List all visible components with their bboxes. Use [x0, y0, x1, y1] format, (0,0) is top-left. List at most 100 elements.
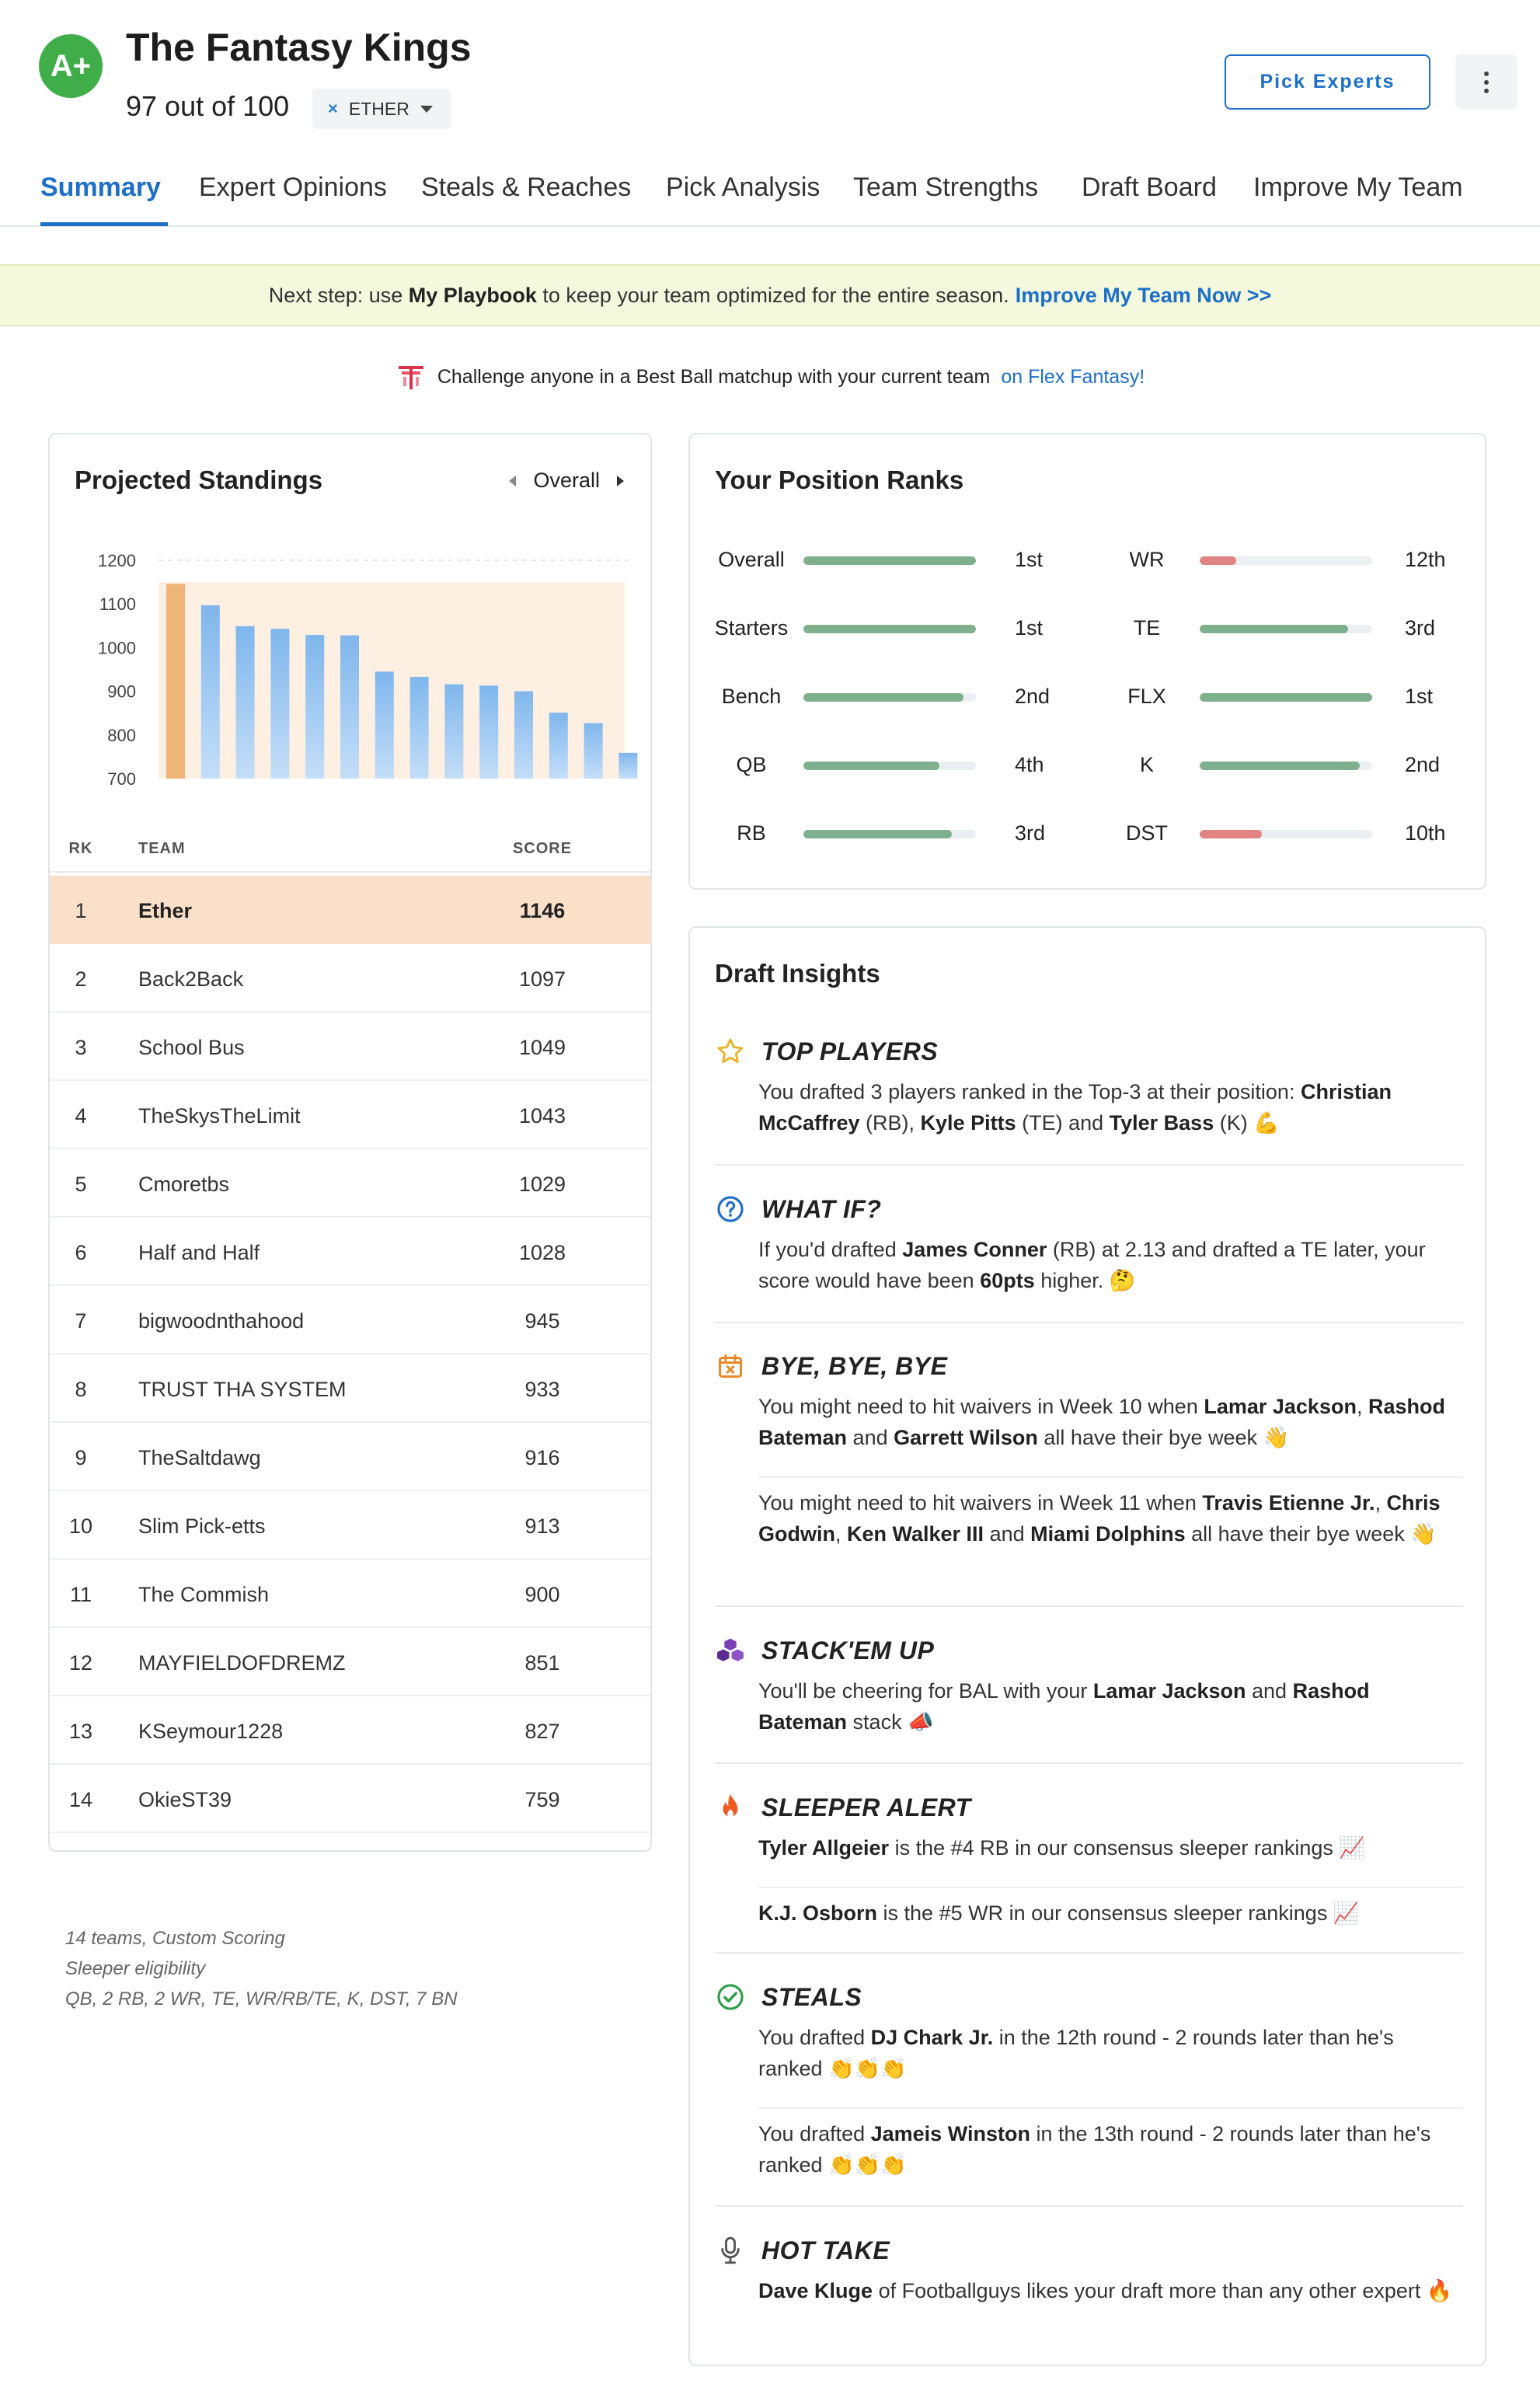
standings-row[interactable]: 1 Ether 1146 [50, 876, 650, 944]
insight-text: Dave Kluge of Footballguys likes your dr… [758, 2275, 1458, 2306]
standings-row[interactable]: 3 School Bus 1049 [50, 1013, 650, 1081]
standings-row[interactable]: 4 TheSkysTheLimit 1043 [50, 1081, 650, 1149]
league-teams-scoring: 14 teams, Custom Scoring [65, 1928, 285, 1949]
row-score: 851 [524, 1651, 560, 1675]
chart-bar[interactable] [340, 635, 359, 779]
tab-expert-opinions[interactable]: Expert Opinions [199, 173, 387, 202]
star-icon [715, 1036, 746, 1067]
rank-value: 1st [1015, 616, 1044, 640]
chart-bar[interactable] [584, 723, 603, 779]
player-name: Tyler Bass [1109, 1111, 1214, 1135]
grade-badge: A+ [39, 34, 103, 98]
chart-bar[interactable] [375, 671, 394, 779]
row-team: Slim Pick-etts [138, 1514, 266, 1538]
standings-row[interactable]: 11 The Commish 900 [50, 1560, 650, 1628]
flex-fantasy-link[interactable]: on Flex Fantasy! [1001, 365, 1145, 388]
section-divider [715, 2205, 1463, 2207]
microphone-icon [715, 2235, 746, 2266]
flame-icon [715, 1792, 746, 1823]
insight-title: STACK'EM UP [761, 1636, 935, 1664]
row-rank: 10 [68, 1514, 93, 1538]
banner-prefix: Next step: use [268, 283, 409, 307]
standings-row[interactable]: 13 KSeymour1228 827 [50, 1696, 650, 1765]
text-segment: stack 📣 [847, 1710, 934, 1734]
standings-row[interactable]: 2 Back2Back 1097 [50, 944, 650, 1013]
player-name: Tyler Allgeier [758, 1836, 890, 1859]
chart-bar[interactable] [305, 635, 325, 779]
rank-bar [1200, 830, 1372, 838]
position-rank-starters: Starters 1st [690, 613, 1485, 644]
row-team: Back2Back [138, 967, 244, 991]
chart-bar[interactable] [200, 605, 220, 779]
more-options-button[interactable] [1455, 54, 1517, 110]
row-rank: 9 [75, 1446, 87, 1469]
tab-draft-board[interactable]: Draft Board [1082, 173, 1217, 202]
kebab-dot [1484, 88, 1489, 93]
team-select[interactable]: × ETHER [312, 89, 451, 129]
standings-row[interactable]: 14 OkieST39 759 [50, 1765, 650, 1833]
position-rank-rb: RB 3rd [690, 818, 1485, 849]
tab-team-strengths[interactable]: Team Strengths [853, 173, 1039, 202]
position-rank-bench: Bench 2nd [690, 681, 1485, 713]
chart-bar[interactable] [166, 584, 185, 779]
rank-label: Bench [721, 685, 782, 708]
rank-value: 3rd [1405, 616, 1436, 640]
row-score: 1029 [518, 1173, 566, 1196]
tab-pick-analysis[interactable]: Pick Analysis [666, 173, 821, 202]
chart-bar[interactable] [479, 685, 499, 779]
tab-steals-reaches[interactable]: Steals & Reaches [421, 173, 632, 202]
standings-title: Projected Standings [75, 465, 323, 494]
chevron-right-icon[interactable] [617, 475, 624, 486]
standings-row[interactable]: 6 Half and Half 1028 [50, 1218, 650, 1286]
standings-row[interactable]: 5 Cmoretbs 1029 [50, 1149, 650, 1218]
standings-table-header: RK TEAM SCORE [50, 823, 650, 873]
rank-value: 2nd [1405, 753, 1441, 776]
insight-text: Tyler Allgeier is the #4 RB in our conse… [758, 1832, 1458, 1863]
clear-icon[interactable]: × [328, 99, 338, 118]
chart-bar[interactable] [270, 629, 290, 779]
text-segment: all have their bye week 👋 [1037, 1426, 1290, 1449]
chart-bar[interactable] [514, 691, 533, 779]
chart-bar[interactable] [409, 677, 429, 779]
row-team: Cmoretbs [138, 1173, 230, 1196]
insight-title: TOP PLAYERS [761, 1037, 939, 1065]
row-score: 913 [524, 1514, 560, 1538]
insight-text: K.J. Osborn is the #5 WR in our consensu… [758, 1898, 1458, 1929]
insight-header: STEALS [715, 1980, 862, 2014]
standings-bar-chart: 1200 1100 1000 900 800 700 [98, 551, 638, 789]
rank-value: 1st [1015, 548, 1044, 571]
row-rank: 1 [75, 899, 87, 922]
rank-bar-fill [1200, 762, 1361, 770]
text-segment: (TE) and [1016, 1111, 1110, 1135]
chart-bar[interactable] [618, 752, 638, 779]
chart-bar[interactable] [235, 626, 255, 779]
row-team: KSeymour1228 [138, 1720, 284, 1743]
insight-title: BYE, BYE, BYE [761, 1351, 948, 1380]
rank-label: Starters [714, 616, 789, 640]
rank-bar-fill [803, 625, 976, 633]
insight-title: STEALS [761, 1982, 862, 2011]
chevron-left-icon[interactable] [509, 475, 517, 486]
row-rank: 7 [75, 1309, 87, 1333]
position-rank-wr: WR 12th [690, 545, 1485, 576]
improve-team-link[interactable]: Improve My Team Now >> [1015, 283, 1272, 307]
text-segment: (K) 💪 [1214, 1111, 1280, 1135]
next-step-banner: Next step: use My Playbook to keep your … [0, 264, 1540, 326]
rank-value: 3rd [1015, 821, 1046, 845]
text-segment: (RB) at 2.13 and drafted a TE later, you… [758, 1238, 1426, 1292]
y-tick-label: 700 [107, 769, 136, 789]
tab-improve-my-team[interactable]: Improve My Team [1253, 173, 1463, 202]
standings-row[interactable]: 7 bigwoodnthahood 945 [50, 1286, 650, 1354]
pick-experts-button[interactable]: Pick Experts [1225, 54, 1430, 110]
insight-text: You drafted 3 players ranked in the Top-… [758, 1076, 1458, 1138]
chart-bar[interactable] [444, 684, 464, 779]
tab-summary[interactable]: Summary [40, 173, 161, 202]
standings-row[interactable]: 8 TRUST THA SYSTEM 933 [50, 1354, 650, 1423]
challenge-text: Challenge anyone in a Best Ball matchup … [437, 365, 991, 388]
y-tick-label: 1200 [98, 551, 136, 570]
chart-bar[interactable] [549, 713, 568, 779]
standings-row[interactable]: 10 Slim Pick-etts 913 [50, 1491, 650, 1560]
standings-row[interactable]: 12 MAYFIELDOFDREMZ 851 [50, 1628, 650, 1696]
insight-header: HOT TAKE [715, 2233, 890, 2267]
standings-row[interactable]: 9 TheSaltdawg 916 [50, 1423, 650, 1491]
